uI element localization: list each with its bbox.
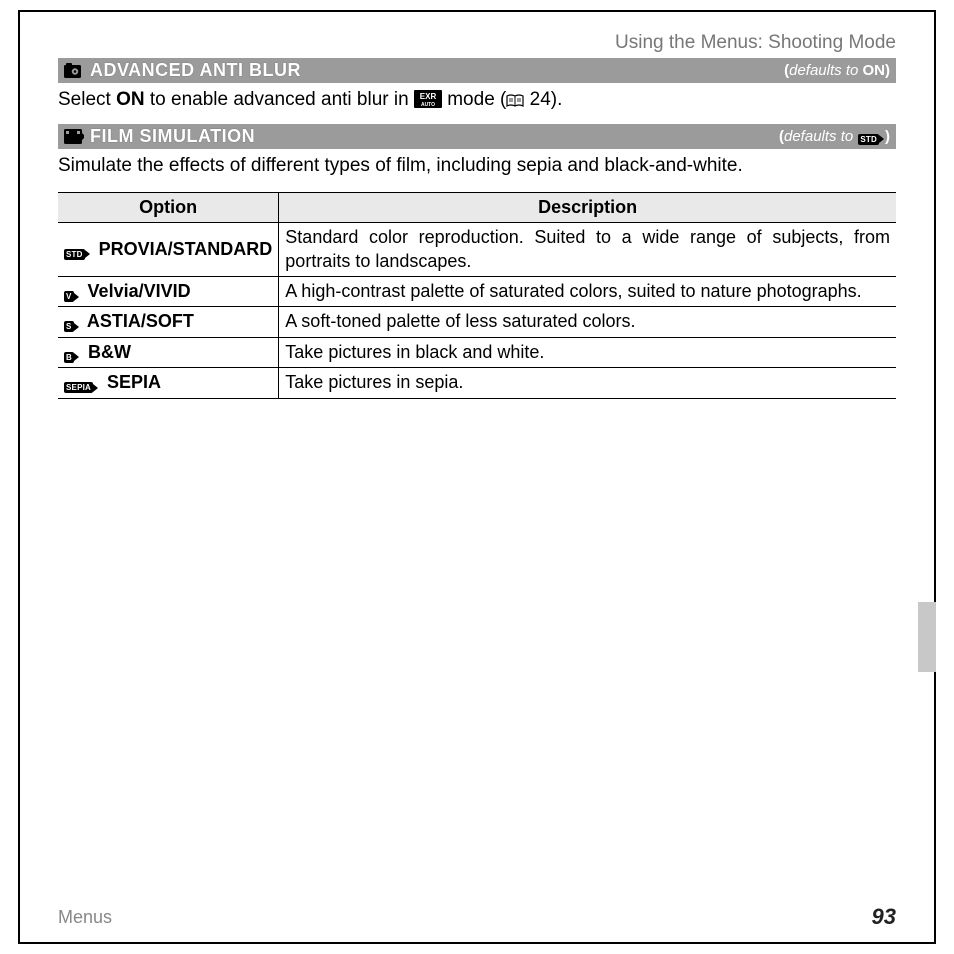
description-cell: Take pictures in black and white. — [279, 337, 896, 367]
manual-page: Using the Menus: Shooting Mode ADVANCED … — [18, 10, 936, 944]
default-indicator: (defaults to ON) — [784, 62, 890, 79]
option-label: PROVIA/STANDARD — [94, 239, 273, 259]
camera-icon — [64, 63, 84, 78]
section-bar-anti-blur: ADVANCED ANTI BLUR (defaults to ON) — [58, 58, 896, 83]
film-type-icon: SEPIA — [64, 382, 98, 393]
page-ref-icon — [506, 90, 524, 116]
table-row: B B&WTake pictures in black and white. — [58, 337, 896, 367]
description-cell: A high-contrast palette of saturated col… — [279, 277, 896, 307]
std-badge-icon: STD — [858, 134, 879, 145]
film-sim-options-table: Option Description STD PROVIA/STANDARDSt… — [58, 192, 896, 398]
film-type-icon: B — [64, 352, 79, 363]
description-cell: Take pictures in sepia. — [279, 368, 896, 398]
footer-section-name: Menus — [58, 907, 112, 928]
film-type-icon: STD — [64, 249, 90, 260]
section-title: FILM SIMULATION — [90, 126, 255, 147]
table-header-row: Option Description — [58, 193, 896, 223]
option-label: ASTIA/SOFT — [83, 311, 194, 331]
option-cell: S ASTIA/SOFT — [58, 307, 279, 337]
default-indicator: (defaults to STD ) — [779, 128, 890, 145]
option-label: SEPIA — [102, 372, 161, 392]
page-number: 93 — [872, 904, 896, 930]
film-icon — [64, 129, 84, 144]
description-cell: Standard color reproduction. Suited to a… — [279, 223, 896, 277]
option-label: Velvia/VIVID — [83, 281, 191, 301]
table-row: SEPIA SEPIATake pictures in sepia. — [58, 368, 896, 398]
table-row: S ASTIA/SOFTA soft-toned palette of less… — [58, 307, 896, 337]
option-cell: V Velvia/VIVID — [58, 277, 279, 307]
option-cell: B B&W — [58, 337, 279, 367]
page-footer: Menus 93 — [20, 904, 934, 930]
description-cell: A soft-toned palette of less saturated c… — [279, 307, 896, 337]
svg-text:AUTO: AUTO — [421, 102, 435, 108]
table-row: STD PROVIA/STANDARDStandard color reprod… — [58, 223, 896, 277]
svg-text:EXR: EXR — [420, 92, 437, 101]
thumb-tab — [918, 602, 936, 672]
option-cell: STD PROVIA/STANDARD — [58, 223, 279, 277]
section-title: ADVANCED ANTI BLUR — [90, 60, 301, 81]
table-row: V Velvia/VIVIDA high-contrast palette of… — [58, 277, 896, 307]
film-sim-description: Simulate the effects of different types … — [58, 153, 896, 179]
col-description: Description — [279, 193, 896, 223]
breadcrumb: Using the Menus: Shooting Mode — [20, 32, 934, 58]
option-cell: SEPIA SEPIA — [58, 368, 279, 398]
film-type-icon: S — [64, 321, 79, 332]
exr-mode-icon: EXR AUTO — [414, 90, 442, 116]
anti-blur-description: Select ON to enable advanced anti blur i… — [58, 87, 896, 116]
film-type-icon: V — [64, 291, 79, 302]
option-label: B&W — [83, 342, 131, 362]
col-option: Option — [58, 193, 279, 223]
section-bar-film-sim: FILM SIMULATION (defaults to STD ) — [58, 124, 896, 149]
